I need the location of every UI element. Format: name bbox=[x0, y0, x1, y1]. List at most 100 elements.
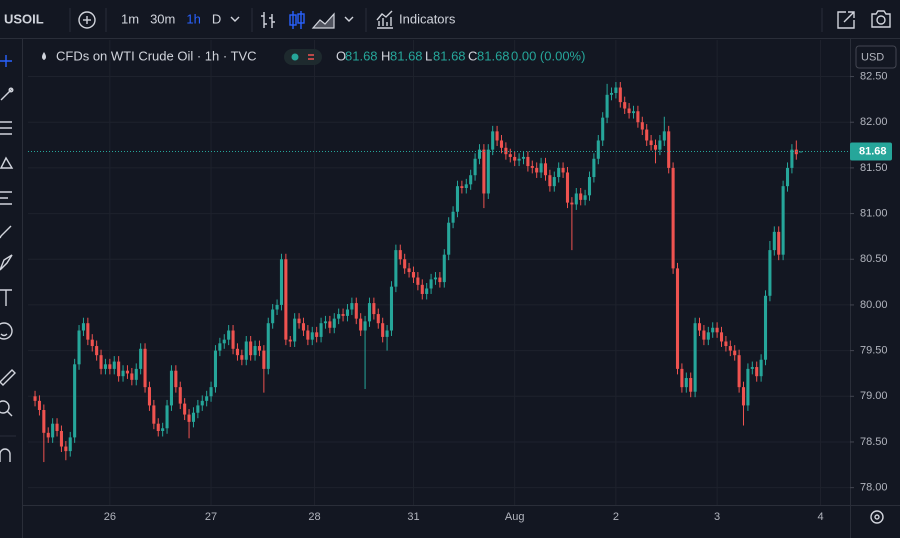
candle-body bbox=[328, 321, 332, 328]
candle-body bbox=[385, 330, 389, 337]
candle-body bbox=[697, 323, 702, 331]
fullscreen-button[interactable] bbox=[837, 11, 855, 29]
candle-body bbox=[367, 303, 372, 322]
fib-tool[interactable] bbox=[0, 121, 12, 135]
candle-body bbox=[702, 330, 706, 340]
candle-body bbox=[447, 222, 451, 255]
candle-body bbox=[772, 231, 776, 251]
candle-body bbox=[662, 131, 666, 141]
emoji-tool[interactable] bbox=[0, 322, 13, 340]
last-price-label: 81.68 bbox=[859, 145, 887, 157]
candle-body bbox=[350, 303, 354, 310]
pen-tool[interactable] bbox=[0, 254, 13, 271]
candle-body bbox=[46, 432, 50, 438]
candle-body bbox=[614, 87, 618, 93]
candle-body bbox=[55, 423, 59, 432]
bar-type-button[interactable] bbox=[261, 12, 275, 28]
market-status bbox=[291, 53, 299, 61]
candle-body bbox=[517, 158, 521, 161]
symbol[interactable]: USOIL bbox=[4, 11, 44, 26]
candle-body bbox=[645, 129, 649, 141]
candle-body bbox=[266, 323, 270, 369]
interval-button[interactable]: 30m bbox=[150, 11, 175, 26]
candle-body bbox=[389, 286, 394, 331]
candle-body bbox=[543, 163, 548, 176]
candle-body bbox=[473, 158, 477, 176]
candle-body bbox=[249, 341, 253, 356]
candle-body bbox=[755, 367, 759, 377]
ohlc-label: C bbox=[468, 48, 477, 63]
candle-body bbox=[733, 350, 737, 356]
candle-body bbox=[680, 368, 684, 388]
x-tick-label: 31 bbox=[407, 511, 419, 523]
candle-body bbox=[746, 368, 750, 406]
candle-body bbox=[530, 166, 534, 168]
candle-body bbox=[121, 370, 125, 377]
crosshair-tool[interactable] bbox=[0, 55, 12, 67]
candle-body bbox=[196, 405, 200, 413]
ohlc-value: 81.68 bbox=[390, 48, 423, 63]
candle-body bbox=[579, 193, 583, 200]
area-type-button[interactable] bbox=[311, 12, 335, 29]
candle-body bbox=[592, 158, 596, 178]
candle-body bbox=[715, 327, 719, 333]
candle-body bbox=[240, 355, 244, 360]
pattern-tool[interactable] bbox=[0, 156, 14, 169]
candle-body bbox=[719, 332, 724, 342]
trendline-tool[interactable] bbox=[0, 87, 14, 101]
interval-dropdown[interactable] bbox=[230, 16, 240, 22]
candle-body bbox=[433, 277, 438, 280]
candle-body bbox=[583, 195, 587, 200]
currency-label: USD bbox=[861, 51, 884, 63]
candle-body bbox=[354, 303, 358, 319]
text-tool[interactable] bbox=[0, 289, 12, 306]
y-tick-label: 78.50 bbox=[860, 436, 888, 448]
candle-body bbox=[552, 177, 556, 187]
currency-button[interactable] bbox=[855, 45, 897, 69]
candle-body bbox=[51, 423, 55, 438]
candle-body bbox=[570, 202, 574, 205]
snapshot-button[interactable] bbox=[871, 10, 891, 28]
indicators-button[interactable]: Indicators bbox=[399, 11, 456, 26]
candle-body bbox=[601, 117, 605, 141]
candle-body bbox=[658, 140, 662, 150]
zoom-tool[interactable] bbox=[0, 400, 13, 417]
ohlc-change: 0.00 (0.00%) bbox=[511, 48, 585, 63]
interval-button[interactable]: 1h bbox=[186, 11, 200, 26]
prediction-tool[interactable] bbox=[0, 191, 12, 205]
candle-body bbox=[711, 327, 715, 333]
candle-body bbox=[271, 309, 275, 324]
ohlc-value: 81.68 bbox=[477, 48, 510, 63]
candle-body bbox=[257, 346, 262, 351]
candle-body bbox=[653, 145, 658, 150]
magnet-tool[interactable] bbox=[0, 448, 11, 462]
candle-body bbox=[438, 277, 442, 283]
candle-body bbox=[33, 396, 37, 401]
candle-body bbox=[631, 111, 636, 114]
candle-type-button[interactable] bbox=[289, 11, 305, 29]
interval-button[interactable]: 1m bbox=[121, 11, 139, 26]
candle-body bbox=[618, 87, 622, 103]
candle-body bbox=[684, 378, 688, 388]
candle-body bbox=[301, 323, 306, 331]
compare-button[interactable] bbox=[78, 11, 96, 29]
candle-body bbox=[587, 177, 592, 196]
chart-settings-button[interactable] bbox=[870, 510, 884, 524]
interval-button[interactable]: D bbox=[212, 11, 221, 26]
chart-type-dropdown[interactable] bbox=[344, 16, 354, 22]
brush-tool[interactable] bbox=[0, 225, 12, 239]
candle-body bbox=[398, 250, 402, 260]
y-tick-label: 78.00 bbox=[860, 482, 888, 494]
candle-body bbox=[741, 387, 746, 406]
x-tick-label: 4 bbox=[817, 511, 823, 523]
indicators-icon[interactable] bbox=[376, 10, 393, 29]
x-tick-label: 2 bbox=[613, 511, 619, 523]
data-status bbox=[308, 54, 314, 60]
ruler-tool[interactable] bbox=[0, 369, 16, 386]
candle-body bbox=[750, 367, 754, 369]
x-tick-label: 26 bbox=[104, 511, 116, 523]
candle-body bbox=[372, 303, 376, 315]
candle-body bbox=[332, 318, 336, 328]
candle-body bbox=[227, 330, 231, 340]
